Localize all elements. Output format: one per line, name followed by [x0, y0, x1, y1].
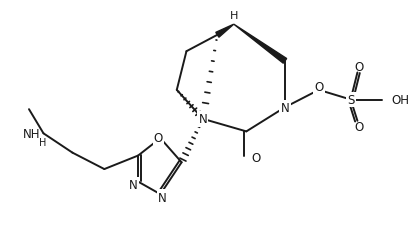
Polygon shape [234, 25, 287, 64]
Text: O: O [154, 131, 163, 144]
Text: N: N [281, 101, 289, 114]
Text: H: H [229, 11, 238, 21]
Text: O: O [355, 61, 364, 74]
Text: O: O [355, 120, 364, 134]
Text: O: O [252, 151, 261, 164]
Text: O: O [314, 81, 324, 94]
Text: H: H [39, 137, 46, 147]
Text: OH: OH [391, 94, 409, 106]
Text: NH: NH [23, 127, 40, 140]
Text: S: S [347, 94, 354, 106]
Text: N: N [198, 113, 207, 126]
Text: N: N [129, 178, 138, 191]
Polygon shape [216, 25, 234, 38]
Text: N: N [158, 191, 166, 204]
